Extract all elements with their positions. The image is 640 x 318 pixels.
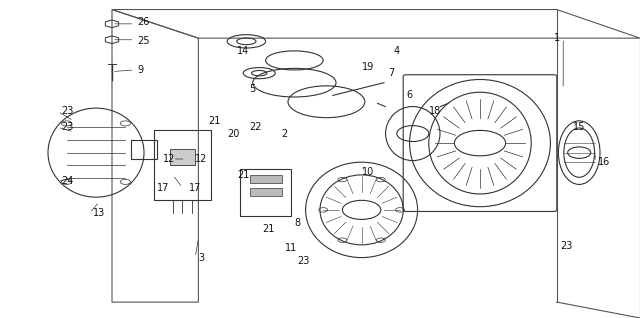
Text: 23: 23 (61, 122, 73, 132)
Text: 14: 14 (237, 46, 249, 56)
Bar (154, 130, 211, 200)
Bar (250, 175, 282, 183)
Text: 6: 6 (406, 90, 413, 100)
Text: 11: 11 (285, 243, 297, 253)
Text: 17: 17 (157, 183, 169, 193)
Text: 10: 10 (362, 167, 374, 177)
Text: 2: 2 (282, 128, 288, 139)
Bar (240, 169, 291, 216)
Text: 7: 7 (388, 68, 395, 78)
Text: 4: 4 (394, 46, 400, 56)
Text: 25: 25 (138, 36, 150, 46)
Text: 21: 21 (237, 170, 249, 180)
Text: 23: 23 (61, 106, 73, 116)
Text: 21: 21 (208, 116, 220, 126)
Text: 12: 12 (195, 154, 207, 164)
Bar (131, 140, 157, 159)
Text: 17: 17 (189, 183, 201, 193)
Text: 21: 21 (262, 224, 275, 234)
Text: 22: 22 (250, 122, 262, 132)
Text: 23: 23 (298, 256, 310, 266)
Text: 1: 1 (554, 33, 560, 43)
Text: 12: 12 (163, 154, 175, 164)
Text: 24: 24 (61, 176, 73, 186)
Text: 26: 26 (138, 17, 150, 27)
Text: 20: 20 (227, 128, 239, 139)
Text: 23: 23 (560, 241, 572, 252)
Text: 9: 9 (138, 65, 144, 75)
Text: 19: 19 (362, 62, 374, 72)
Text: 16: 16 (598, 157, 611, 167)
Text: 5: 5 (250, 84, 256, 94)
Text: 8: 8 (294, 218, 301, 228)
Bar (170, 149, 195, 165)
Text: 18: 18 (429, 106, 441, 116)
Text: 15: 15 (573, 122, 585, 132)
Text: 3: 3 (198, 252, 205, 263)
Text: 13: 13 (93, 208, 105, 218)
Bar (250, 188, 282, 196)
